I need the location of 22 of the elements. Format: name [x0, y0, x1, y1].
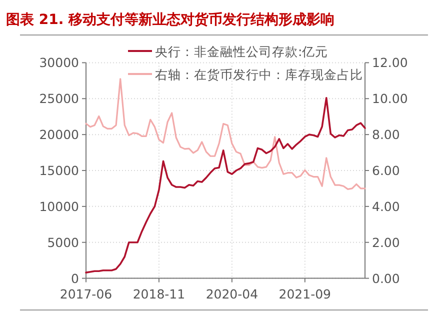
- legend-label: 右轴：在货币发行中：库存现金占比: [155, 67, 363, 82]
- y-tick-label: 25000: [39, 91, 80, 106]
- y-tick-label: 5000: [47, 234, 80, 250]
- y-tick-label: 10000: [39, 198, 80, 214]
- y2-tick-label: 12.00: [372, 55, 408, 70]
- x-tick-label: 2021-09: [278, 286, 332, 302]
- chart-title: 图表 21. 移动支付等新业态对货币发行结构形成影响: [6, 11, 335, 28]
- y2-tick-label: 2.00: [372, 234, 400, 250]
- y2-tick-label: 0.00: [372, 270, 400, 286]
- y2-tick-label: 6.00: [372, 163, 400, 178]
- y2-tick-label: 4.00: [372, 198, 400, 214]
- y-tick-label: 0: [71, 270, 80, 286]
- y-tick-label: 30000: [39, 55, 80, 70]
- legend-label: 央行：非金融性公司存款:亿元: [155, 44, 328, 59]
- x-tick-label: 2018-11: [132, 286, 186, 302]
- y-tick-label: 20000: [39, 127, 80, 142]
- y2-tick-label: 10.00: [372, 91, 408, 106]
- x-tick-label: 2017-06: [60, 286, 112, 302]
- y2-tick-label: 8.00: [372, 127, 400, 142]
- line-series: [85, 97, 366, 274]
- x-tick-label: 2020-04: [206, 286, 258, 302]
- y-tick-label: 15000: [39, 163, 80, 178]
